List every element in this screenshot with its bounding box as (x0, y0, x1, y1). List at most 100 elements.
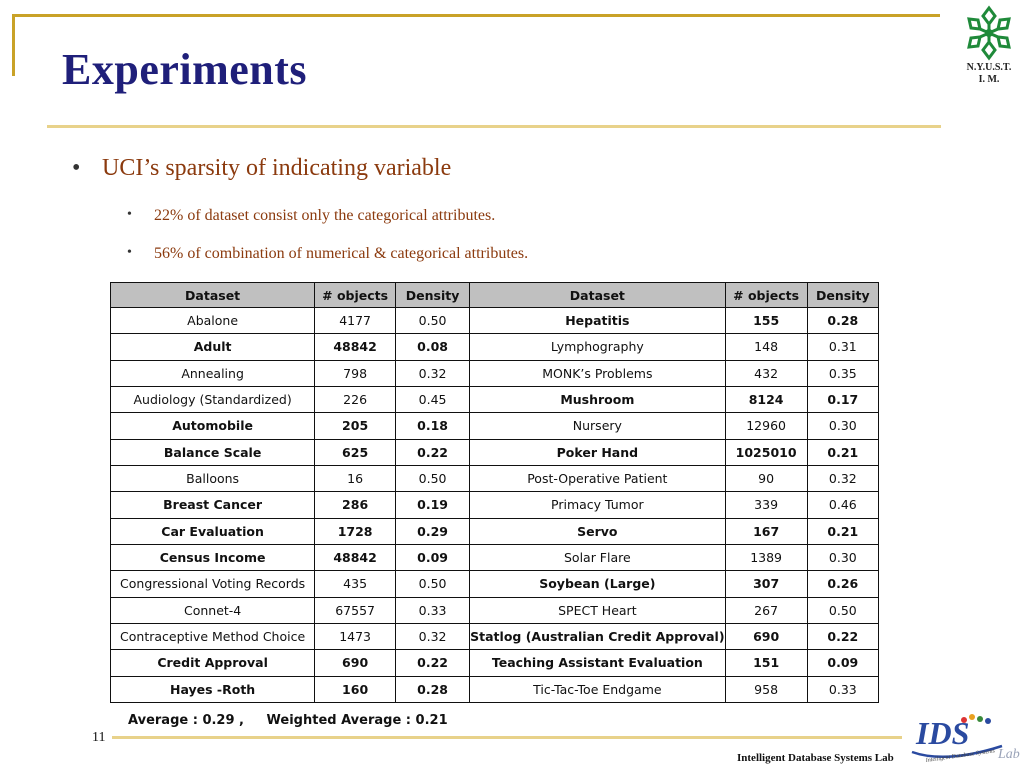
density-cell: 0.22 (394, 438, 471, 466)
density-cell: 0.30 (806, 543, 880, 572)
density-cell: 0.18 (394, 412, 471, 440)
dataset-name-cell: Connet-4 (109, 596, 316, 624)
bullet-main-text: UCI’s sparsity of indicating variable (102, 155, 452, 181)
density-cell: 0.50 (394, 464, 471, 493)
objects-cell: 286 (314, 491, 396, 519)
objects-cell: 226 (314, 385, 396, 414)
table-row: Contraceptive Method Choice 1473 0.32 Statl… (109, 622, 880, 651)
table-header-row: Dataset # objects Density Dataset # obje… (109, 282, 880, 308)
bullet-sub-1-text: 22% of dataset consist only the categori… (154, 207, 496, 224)
table-row: Annealing 798 0.32 MONK’s Problems 432 0.35 (109, 359, 880, 387)
dataset-name-cell: Automobile (109, 412, 316, 440)
dataset-name-cell: Teaching Assistant Evaluation (469, 649, 726, 677)
objects-cell: 690 (314, 649, 396, 677)
footer-lab-name: Intelligent Database Systems Lab (737, 752, 894, 764)
column-header: Density (806, 282, 880, 308)
bullet-sub-2-text: 56% of combination of numerical & catego… (154, 245, 529, 262)
dataset-name-cell: Car Evaluation (109, 517, 316, 545)
dataset-name-cell: Audiology (Standardized) (109, 385, 316, 414)
dataset-name-cell: Primacy Tumor (469, 491, 726, 519)
ids-logo-text: IDS (915, 715, 969, 751)
objects-cell: 307 (724, 570, 808, 598)
footer-divider (112, 736, 902, 739)
density-cell: 0.50 (806, 596, 880, 624)
slide-title: Experiments (62, 45, 308, 94)
weighted-average-value: Weighted Average : 0.21 (266, 713, 448, 728)
dataset-name-cell: Servo (469, 517, 726, 545)
uci-datasets-table: Dataset # objects Density Dataset # obje… (109, 282, 880, 704)
density-cell: 0.22 (806, 622, 880, 651)
dataset-name-cell: Mushroom (469, 385, 726, 414)
table-row: Abalone 4177 0.50 Hepatitis 155 0.28 (109, 306, 880, 335)
density-cell: 0.08 (394, 333, 471, 361)
table-row: Car Evaluation 1728 0.29 Servo 167 0.21 (109, 517, 880, 545)
dataset-name-cell: Soybean (Large) (469, 570, 726, 598)
logo-line-2: I. M. (978, 74, 1000, 85)
objects-cell: 205 (314, 412, 396, 440)
average-value: Average : 0.29 , (128, 713, 244, 728)
density-cell: 0.32 (394, 622, 471, 651)
dataset-name-cell: Lymphography (469, 333, 726, 361)
table-row: Breast Cancer 286 0.19 Primacy Tumor 339 0.46 (109, 491, 880, 519)
dataset-name-cell: Statlog (Australian Credit Approval) (469, 622, 726, 651)
objects-cell: 90 (724, 464, 808, 493)
objects-cell: 1473 (314, 622, 396, 651)
objects-cell: 690 (724, 622, 808, 651)
dataset-name-cell: Solar Flare (469, 543, 726, 572)
bullet-dot-icon: • (127, 207, 132, 222)
objects-cell: 958 (724, 675, 808, 704)
objects-cell: 12960 (724, 412, 808, 440)
top-border-line (12, 14, 940, 17)
density-cell: 0.31 (806, 333, 880, 361)
objects-cell: 8124 (724, 385, 808, 414)
objects-cell: 432 (724, 359, 808, 387)
objects-cell: 4177 (314, 306, 396, 335)
objects-cell: 1389 (724, 543, 808, 572)
ids-logo-lab: Lab (997, 747, 1020, 762)
dataset-name-cell: Hayes -Roth (109, 675, 316, 704)
table-row: Census Income 48842 0.09 Solar Flare 1389 0.3… (109, 543, 880, 572)
density-cell: 0.28 (394, 675, 471, 704)
objects-cell: 148 (724, 333, 808, 361)
density-cell: 0.32 (394, 359, 471, 387)
density-cell: 0.45 (394, 385, 471, 414)
column-header: Dataset (109, 282, 316, 308)
dataset-name-cell: Poker Hand (469, 438, 726, 466)
density-cell: 0.50 (394, 570, 471, 598)
ids-lab-logo-icon: IDS Intelligent Database Systems Lab (911, 714, 1020, 764)
objects-cell: 625 (314, 438, 396, 466)
dataset-name-cell: Credit Approval (109, 649, 316, 677)
column-header: Dataset (469, 282, 726, 308)
dataset-name-cell: Annealing (109, 359, 316, 387)
objects-cell: 151 (724, 649, 808, 677)
density-cell: 0.22 (394, 649, 471, 677)
dataset-name-cell: Contraceptive Method Choice (109, 622, 316, 651)
objects-cell: 48842 (314, 333, 396, 361)
density-cell: 0.09 (394, 543, 471, 572)
page-number: 11 (92, 730, 106, 745)
table-row: Audiology (Standardized) 226 0.45 Mushroom 8… (109, 385, 880, 414)
density-cell: 0.28 (806, 306, 880, 335)
objects-cell: 267 (724, 596, 808, 624)
dataset-name-cell: Hepatitis (469, 306, 726, 335)
bullet-dot-icon: • (72, 155, 81, 181)
objects-cell: 155 (724, 306, 808, 335)
dataset-name-cell: Post-Operative Patient (469, 464, 726, 493)
density-cell: 0.17 (806, 385, 880, 414)
table-row: Balance Scale 625 0.22 Poker Hand 1025010 0.2… (109, 438, 880, 466)
objects-cell: 1025010 (724, 438, 808, 466)
dataset-name-cell: Congressional Voting Records (109, 570, 316, 598)
objects-cell: 160 (314, 675, 396, 704)
density-cell: 0.33 (394, 596, 471, 624)
left-border-line (12, 14, 15, 76)
snowflake-emblem-icon (967, 5, 1011, 61)
objects-cell: 16 (314, 464, 396, 493)
density-cell: 0.46 (806, 491, 880, 519)
density-cell: 0.09 (806, 649, 880, 677)
dataset-name-cell: Breast Cancer (109, 491, 316, 519)
dataset-name-cell: Balance Scale (109, 438, 316, 466)
dataset-name-cell: Census Income (109, 543, 316, 572)
column-header: # objects (314, 282, 396, 308)
density-cell: 0.30 (806, 412, 880, 440)
density-cell: 0.35 (806, 359, 880, 387)
